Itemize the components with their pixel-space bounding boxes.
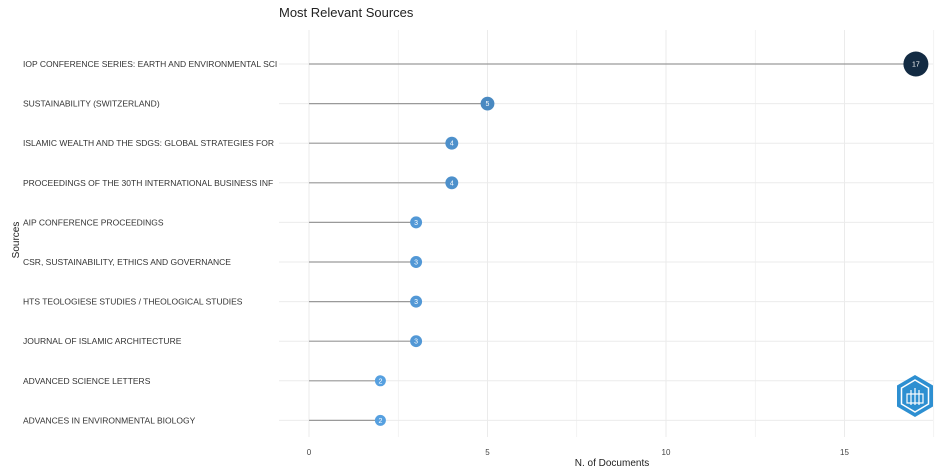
point xyxy=(445,176,459,190)
point xyxy=(410,256,423,268)
category-label: SUSTAINABILITY (SWITZERLAND) xyxy=(23,99,160,109)
value-label: 3 xyxy=(414,220,418,227)
category-label: JOURNAL OF ISLAMIC ARCHITECTURE xyxy=(23,336,182,346)
value-label: 5 xyxy=(486,101,490,108)
category-labels: IOP CONFERENCE SERIES: EARTH AND ENVIRON… xyxy=(23,59,277,425)
value-label: 17 xyxy=(912,62,920,69)
category-label: AIP CONFERENCE PROCEEDINGS xyxy=(23,217,164,227)
value-label: 4 xyxy=(450,180,454,187)
value-label: 3 xyxy=(414,299,418,306)
category-label: ADVANCED SCIENCE LETTERS xyxy=(23,376,151,386)
point xyxy=(903,51,929,77)
point xyxy=(374,375,386,387)
category-label: HTS TEOLOGIESE STUDIES / THEOLOGICAL STU… xyxy=(23,297,243,307)
chart-title: Most Relevant Sources xyxy=(279,5,414,20)
value-label: 2 xyxy=(378,418,382,425)
stems xyxy=(309,63,916,421)
value-label: 2 xyxy=(378,378,382,385)
x-tick-label: 10 xyxy=(662,448,671,457)
category-label: CSR, SUSTAINABILITY, ETHICS AND GOVERNAN… xyxy=(23,257,231,267)
category-label: IOP CONFERENCE SERIES: EARTH AND ENVIRON… xyxy=(23,59,277,69)
x-tick-label: 15 xyxy=(840,448,849,457)
point xyxy=(480,96,495,111)
x-tick-label: 5 xyxy=(485,448,490,457)
y-axis-label: Sources xyxy=(11,222,22,259)
grid xyxy=(279,30,935,437)
value-label: 4 xyxy=(450,141,454,148)
category-label: ADVANCES IN ENVIRONMENTAL BIOLOGY xyxy=(23,415,196,425)
value-label: 3 xyxy=(414,339,418,346)
point xyxy=(410,216,423,229)
point xyxy=(410,335,423,348)
value-label: 3 xyxy=(414,260,418,267)
category-label: PROCEEDINGS OF THE 30TH INTERNATIONAL BU… xyxy=(23,178,273,188)
point xyxy=(445,136,459,150)
points: 17 5 4 4 3 3 3 3 2 2 xyxy=(374,51,929,426)
x-tick-label: 0 xyxy=(307,448,312,457)
category-label: ISLAMIC WEALTH AND THE SDGS: GLOBAL STRA… xyxy=(23,138,274,148)
point xyxy=(374,414,386,426)
bibliometrix-logo-icon xyxy=(897,375,933,417)
x-tick-labels: 0 5 10 15 xyxy=(307,448,850,457)
point xyxy=(410,295,423,308)
x-axis-label: N. of Documents xyxy=(575,458,649,469)
